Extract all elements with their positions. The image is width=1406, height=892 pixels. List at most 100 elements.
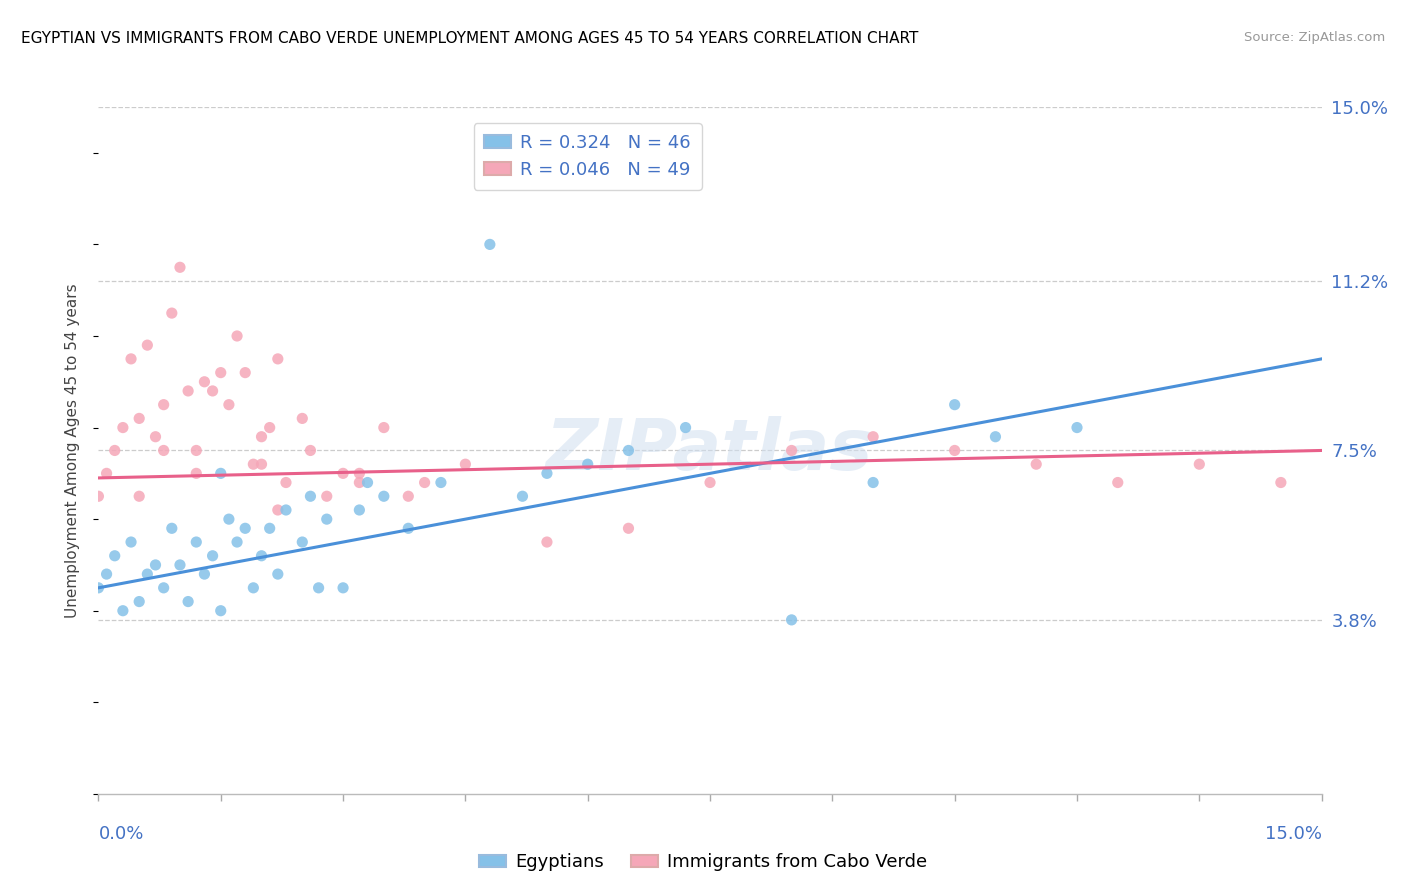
Point: [291, 535, 314, 549]
Point: [274, 475, 297, 490]
Point: [87, 489, 110, 503]
Point: [259, 420, 281, 434]
Point: [250, 457, 273, 471]
Point: [274, 503, 297, 517]
Point: [128, 594, 150, 608]
Point: [136, 338, 159, 352]
Point: [186, 467, 208, 481]
Point: [242, 457, 264, 471]
Point: [373, 489, 395, 503]
Point: [96, 467, 118, 481]
Point: [1188, 457, 1211, 471]
Point: [87, 581, 110, 595]
Point: [152, 398, 174, 412]
Point: [177, 594, 200, 608]
Point: [104, 549, 127, 563]
Point: [267, 503, 290, 517]
Point: [862, 430, 884, 444]
Point: [299, 443, 322, 458]
Point: [1270, 475, 1292, 490]
Point: [201, 549, 224, 563]
Point: [96, 567, 118, 582]
Point: [478, 237, 501, 252]
Point: [160, 521, 183, 535]
Point: [349, 475, 371, 490]
Point: [226, 535, 249, 549]
Legend: Egyptians, Immigrants from Cabo Verde: Egyptians, Immigrants from Cabo Verde: [471, 847, 935, 879]
Point: [299, 489, 322, 503]
Point: [356, 475, 378, 490]
Point: [1025, 457, 1047, 471]
Point: [177, 384, 200, 398]
Point: [617, 443, 640, 458]
Point: [250, 549, 273, 563]
Point: [332, 467, 354, 481]
Point: [242, 581, 264, 595]
Point: [209, 604, 232, 618]
Point: [512, 489, 534, 503]
Point: [332, 581, 354, 595]
Point: [193, 567, 215, 582]
Point: [396, 521, 419, 535]
Point: [169, 558, 191, 572]
Point: [675, 420, 697, 434]
Point: [373, 420, 395, 434]
Point: [250, 430, 273, 444]
Point: [120, 351, 142, 366]
Point: [943, 443, 966, 458]
Point: [536, 535, 558, 549]
Point: [617, 521, 640, 535]
Point: [267, 567, 290, 582]
Point: [186, 443, 208, 458]
Point: [104, 443, 127, 458]
Point: [145, 430, 167, 444]
Point: [943, 398, 966, 412]
Legend: R = 0.324   N = 46, R = 0.046   N = 49: R = 0.324 N = 46, R = 0.046 N = 49: [474, 123, 702, 190]
Text: EGYPTIAN VS IMMIGRANTS FROM CABO VERDE UNEMPLOYMENT AMONG AGES 45 TO 54 YEARS CO: EGYPTIAN VS IMMIGRANTS FROM CABO VERDE U…: [21, 31, 918, 46]
Point: [145, 558, 167, 572]
Point: [349, 503, 371, 517]
Point: [201, 384, 224, 398]
Point: [193, 375, 215, 389]
Point: [780, 443, 803, 458]
Y-axis label: Unemployment Among Ages 45 to 54 years: Unemployment Among Ages 45 to 54 years: [65, 283, 80, 618]
Point: [576, 457, 599, 471]
Point: [1107, 475, 1129, 490]
Point: [413, 475, 436, 490]
Point: [780, 613, 803, 627]
Point: [152, 581, 174, 595]
Text: Source: ZipAtlas.com: Source: ZipAtlas.com: [1244, 31, 1385, 45]
Point: [120, 535, 142, 549]
Point: [454, 457, 477, 471]
Text: 15.0%: 15.0%: [1264, 825, 1322, 843]
Point: [984, 430, 1007, 444]
Point: [291, 411, 314, 425]
Point: [1066, 420, 1088, 434]
Point: [267, 351, 290, 366]
Point: [862, 475, 884, 490]
Point: [349, 467, 371, 481]
Point: [160, 306, 183, 320]
Point: [128, 411, 150, 425]
Point: [233, 521, 256, 535]
Point: [233, 366, 256, 380]
Point: [308, 581, 330, 595]
Point: [218, 398, 240, 412]
Point: [209, 467, 232, 481]
Point: [111, 420, 134, 434]
Point: [128, 489, 150, 503]
Point: [430, 475, 453, 490]
Text: ZIPatlas: ZIPatlas: [547, 416, 873, 485]
Point: [209, 366, 232, 380]
Point: [218, 512, 240, 526]
Point: [111, 604, 134, 618]
Point: [699, 475, 721, 490]
Point: [315, 512, 337, 526]
Point: [226, 329, 249, 343]
Point: [169, 260, 191, 275]
Point: [186, 535, 208, 549]
Point: [536, 467, 558, 481]
Point: [259, 521, 281, 535]
Point: [396, 489, 419, 503]
Text: 0.0%: 0.0%: [98, 825, 143, 843]
